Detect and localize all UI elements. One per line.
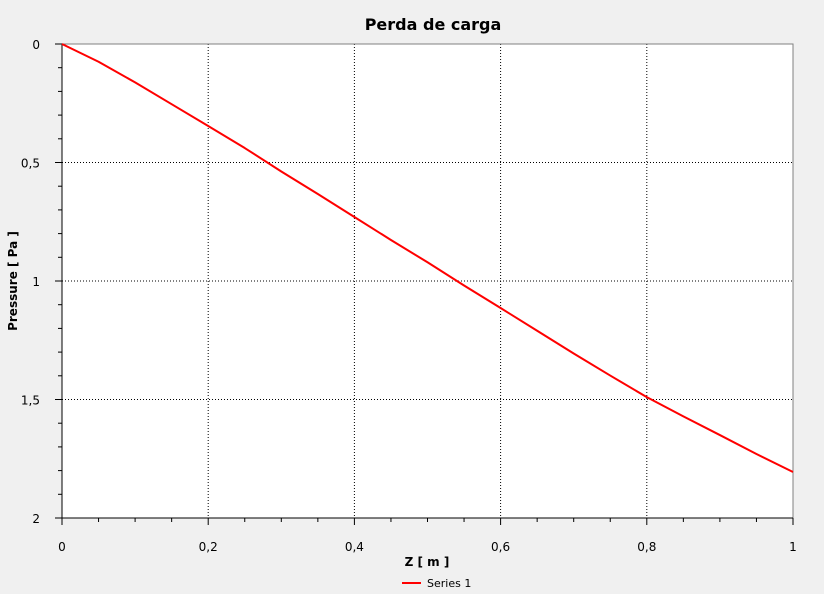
y-tick-label: 1	[32, 275, 40, 289]
y-tick-label: 2	[32, 512, 40, 526]
x-tick-label: 0	[58, 540, 66, 554]
y-tick-label: 0,5	[21, 157, 40, 171]
x-axis-label: Z [ m ]	[405, 555, 450, 569]
x-tick-label: 0,2	[199, 540, 218, 554]
y-tick-label: 0	[32, 38, 40, 52]
legend-label: Series 1	[427, 577, 471, 590]
y-axis-label: Pressure [ Pa ]	[6, 231, 20, 331]
series-line	[61, 43, 794, 473]
x-tick-label: 0,8	[637, 540, 656, 554]
axes: 0 0,2 0,4 0,6 0,8 1 0 0,5 1 1,5 2	[21, 38, 797, 554]
x-tick-label: 0,4	[345, 540, 364, 554]
legend: Series 1	[402, 577, 471, 590]
chart-title: Perda de carga	[365, 15, 502, 34]
x-tick-label: 1	[789, 540, 797, 554]
series-layer	[61, 43, 794, 473]
y-tick-label: 1,5	[21, 394, 40, 408]
x-tick-label: 0,6	[491, 540, 510, 554]
